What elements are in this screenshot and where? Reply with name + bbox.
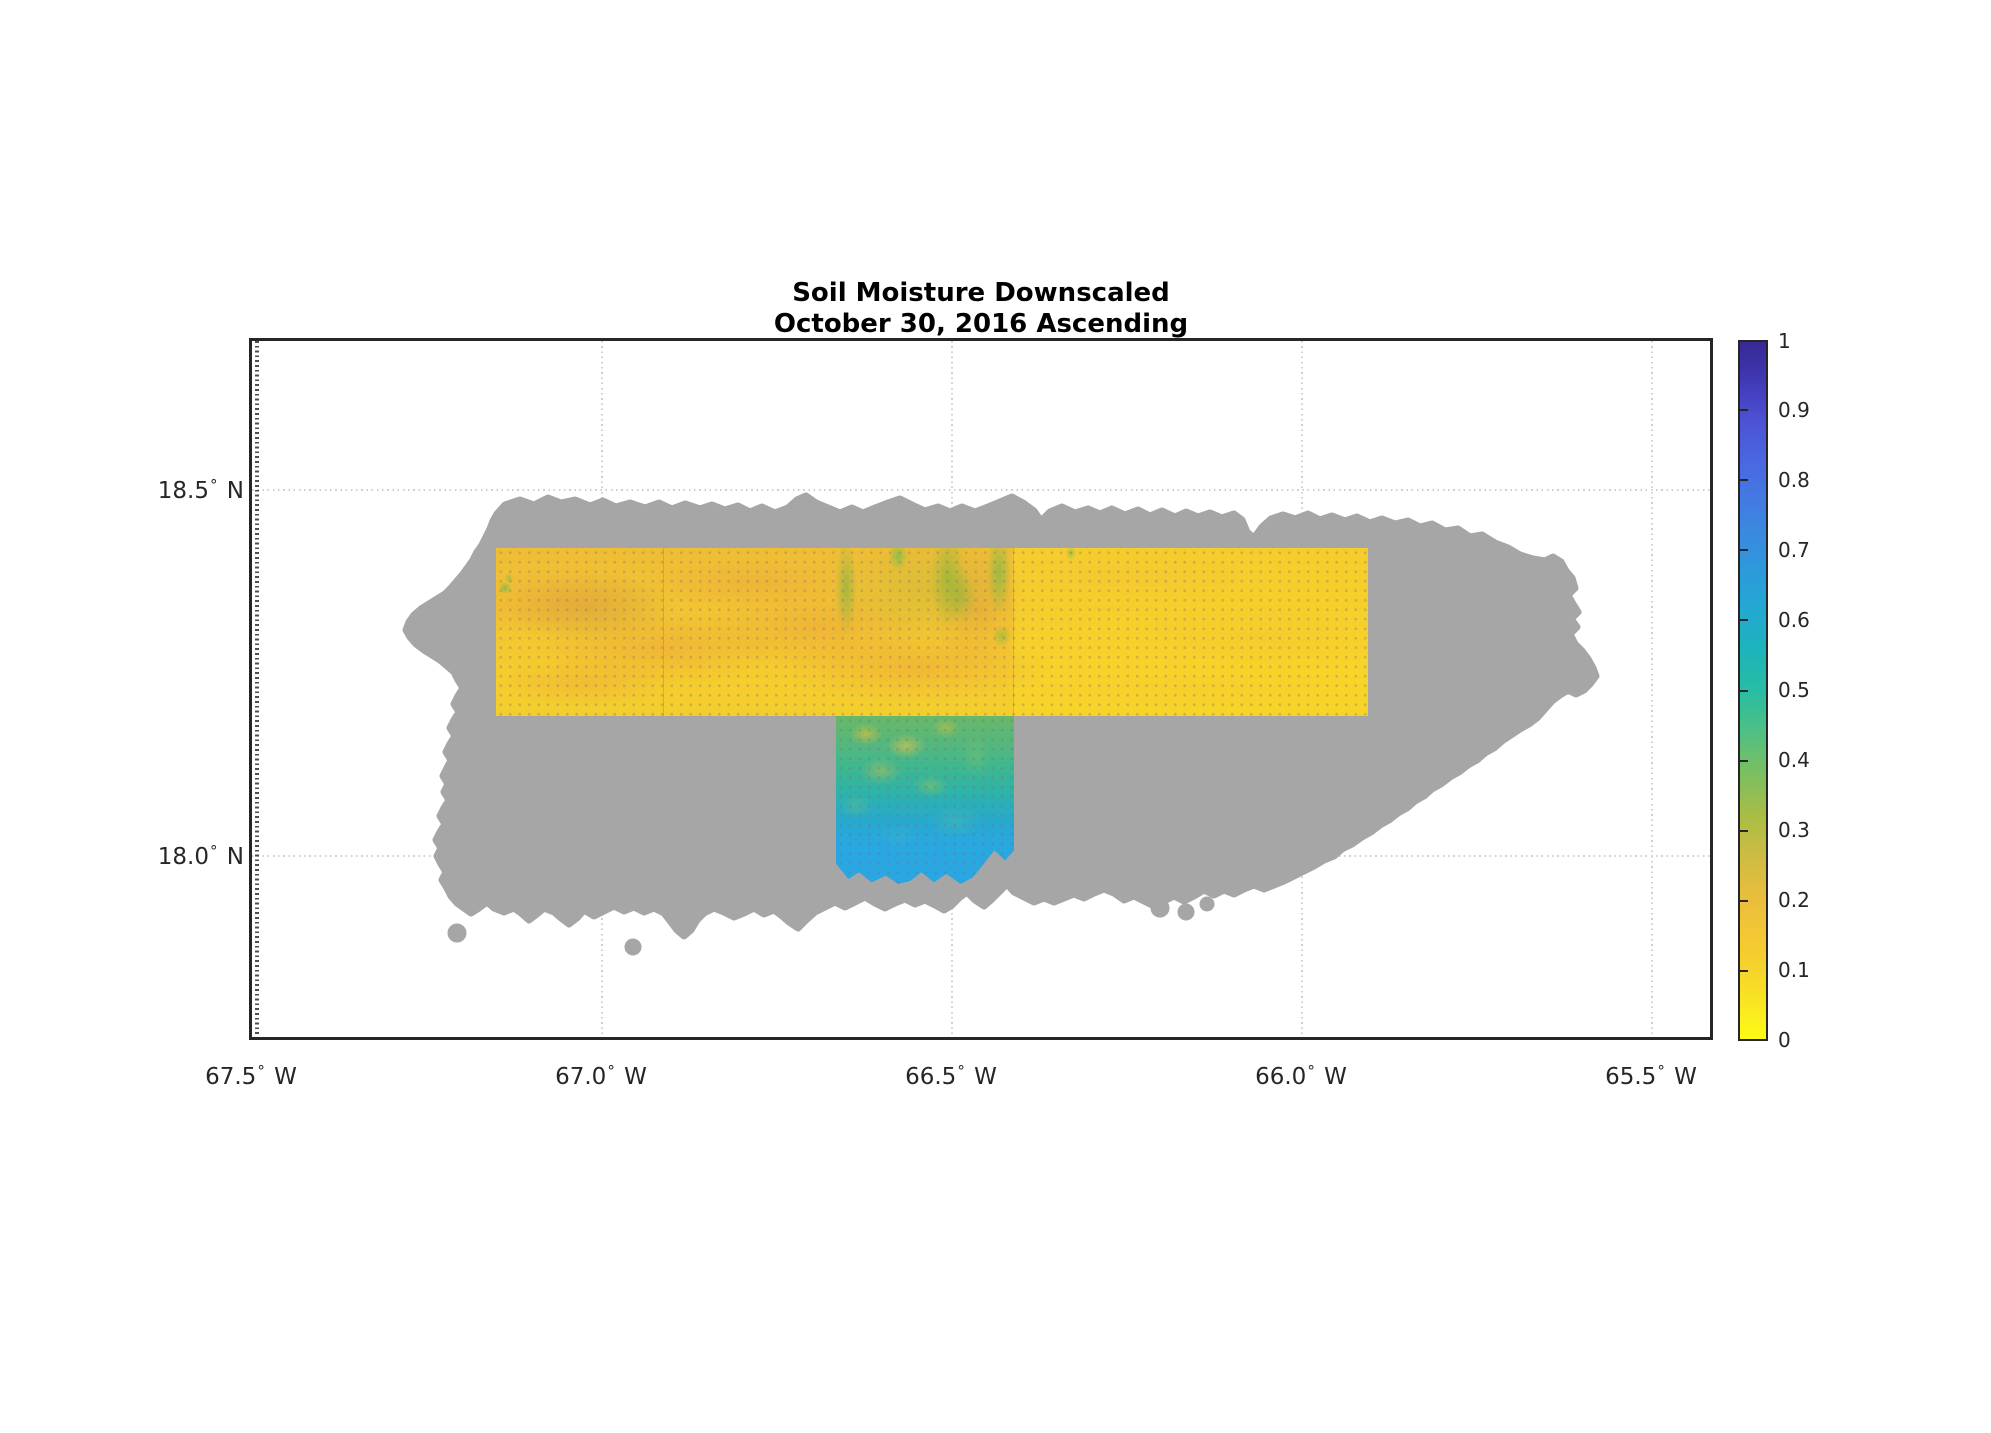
colorbar-tick — [1740, 830, 1748, 832]
y-axis-minor-ticks — [255, 341, 259, 1037]
y-tick-18.5N: 18.5° N — [157, 476, 244, 504]
colorbar-tick — [1740, 619, 1748, 621]
pixel-dot-grid — [836, 716, 1014, 884]
x-tick-65.5W: 65.5° W — [1605, 1062, 1697, 1090]
colorbar-tick — [1740, 970, 1748, 972]
colorbar-label-0.9: 0.9 — [1778, 398, 1810, 422]
colorbar-label-0.5: 0.5 — [1778, 678, 1810, 702]
swath-seam — [663, 548, 664, 716]
colorbar-label-0.8: 0.8 — [1778, 468, 1810, 492]
colorbar-tick — [1740, 690, 1748, 692]
colorbar-label-0.7: 0.7 — [1778, 538, 1810, 562]
colorbar-tick — [1740, 760, 1748, 762]
degree-symbol: ° — [607, 1062, 615, 1080]
colorbar-label-0.6: 0.6 — [1778, 608, 1810, 632]
chart-title-line1: Soil Moisture Downscaled — [792, 278, 1170, 308]
degree-symbol: ° — [1657, 1062, 1665, 1080]
colorbar-label-0: 0 — [1778, 1028, 1791, 1052]
colorbar-label-1: 1 — [1778, 329, 1791, 353]
gridline-65.5W — [1651, 341, 1653, 1037]
colorbar-label-0.4: 0.4 — [1778, 748, 1810, 772]
degree-symbol: ° — [209, 476, 218, 494]
colorbar-label-0.2: 0.2 — [1778, 888, 1810, 912]
colorbar-tick — [1740, 549, 1748, 551]
colorbar-tick — [1740, 900, 1748, 902]
pixel-dot-grid — [496, 548, 1368, 716]
colorbar-label-0.1: 0.1 — [1778, 958, 1810, 982]
degree-symbol: ° — [957, 1062, 965, 1080]
x-tick-67.5W: 67.5° W — [205, 1062, 297, 1090]
colorbar-label-0.3: 0.3 — [1778, 818, 1810, 842]
colorbar-tick — [1740, 479, 1748, 481]
x-tick-67.0W: 67.0° W — [555, 1062, 647, 1090]
chart-title-line2: October 30, 2016 Ascending — [773, 309, 1189, 339]
degree-symbol: ° — [1307, 1062, 1315, 1080]
degree-symbol: ° — [209, 842, 218, 860]
y-tick-18.0N: 18.0° N — [157, 842, 244, 870]
soil-moisture-south-patch — [836, 716, 1014, 884]
swath-seam — [1013, 548, 1014, 716]
colorbar-tick — [1740, 409, 1748, 411]
soil-moisture-band — [496, 548, 1368, 716]
x-tick-66.0W: 66.0° W — [1255, 1062, 1347, 1090]
degree-symbol: ° — [257, 1062, 265, 1080]
x-tick-66.5W: 66.5° W — [905, 1062, 997, 1090]
chart-title: Soil Moisture Downscaled October 30, 201… — [249, 278, 1713, 340]
gridline-18.5N — [252, 489, 1710, 491]
